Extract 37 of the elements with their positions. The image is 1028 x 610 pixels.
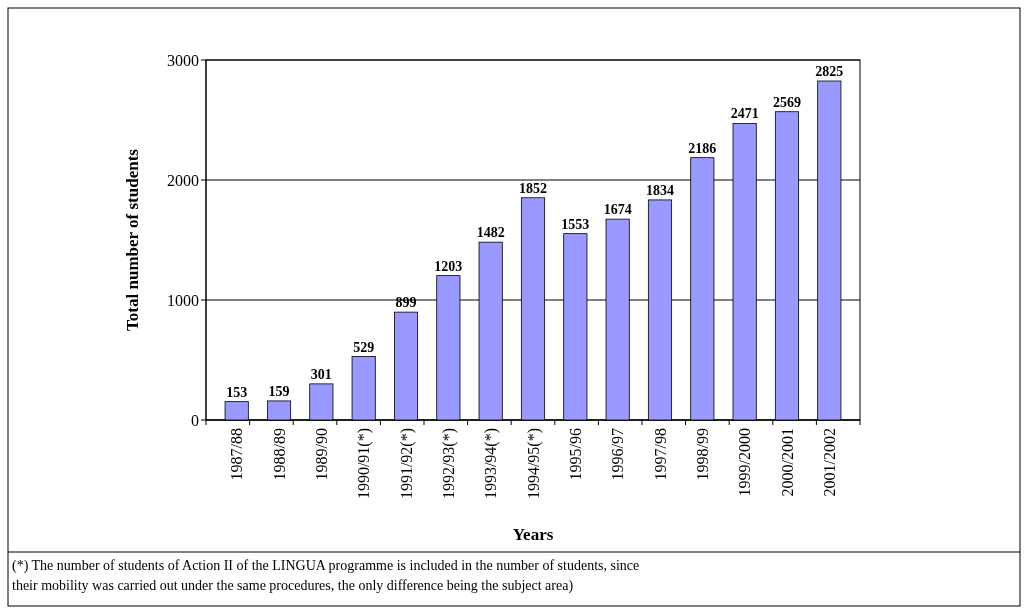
x-tick-label: 1987/88: [228, 428, 246, 481]
x-tick-label: 1989/90: [312, 428, 330, 481]
data-label: 2471: [730, 106, 759, 122]
x-axis-title: Years: [512, 525, 554, 544]
data-label: 529: [353, 339, 375, 355]
data-label: 1674: [603, 202, 632, 218]
y-tick-label: 0: [191, 411, 199, 429]
data-label: 899: [395, 295, 417, 311]
x-tick-label: 1997/98: [651, 428, 669, 481]
y-tick-label: 1000: [167, 291, 199, 309]
data-label: 159: [268, 383, 290, 399]
x-tick-label: 2000/2001: [778, 428, 796, 497]
text: (*) The number of students of Action II of the LINGUA programme is included in the number of students, since their mobility was carried out under the same procedures, the only difference being the subject area): [12, 558, 640, 594]
data-label: 1834: [645, 182, 674, 198]
data-label: 1482: [476, 225, 505, 241]
x-tick-label: 1993/94(*): [482, 428, 501, 500]
x-tick-label: 1994/95(*): [524, 428, 543, 500]
x-tick-label: 1990/91(*): [355, 428, 374, 500]
y-tick-label: 3000: [167, 51, 199, 69]
data-label: 2825: [815, 64, 844, 79]
data-label: 301: [310, 366, 332, 382]
data-label: 2569: [772, 94, 801, 110]
x-tick-label: 1992/93(*): [439, 428, 458, 500]
x-tick-label: 2001/2002: [820, 428, 838, 497]
data-label: 1203: [434, 258, 463, 274]
data-label: 1852: [519, 180, 547, 196]
x-tick-label: 1995/96: [566, 428, 584, 481]
x-tick-label: 1999/2000: [736, 428, 754, 497]
x-tick-label: 1998/99: [693, 428, 711, 481]
x-tick-label: 1996/97: [609, 428, 627, 481]
data-label: 1553: [561, 216, 590, 232]
data-label: 153: [226, 384, 248, 400]
x-tick-label: 1991/92(*): [397, 428, 416, 500]
y-axis-title: Total number of students: [123, 148, 142, 331]
y-tick-label: 2000: [167, 171, 199, 189]
data-label: 2186: [688, 140, 717, 156]
x-tick-label: 1988/89: [270, 428, 288, 481]
